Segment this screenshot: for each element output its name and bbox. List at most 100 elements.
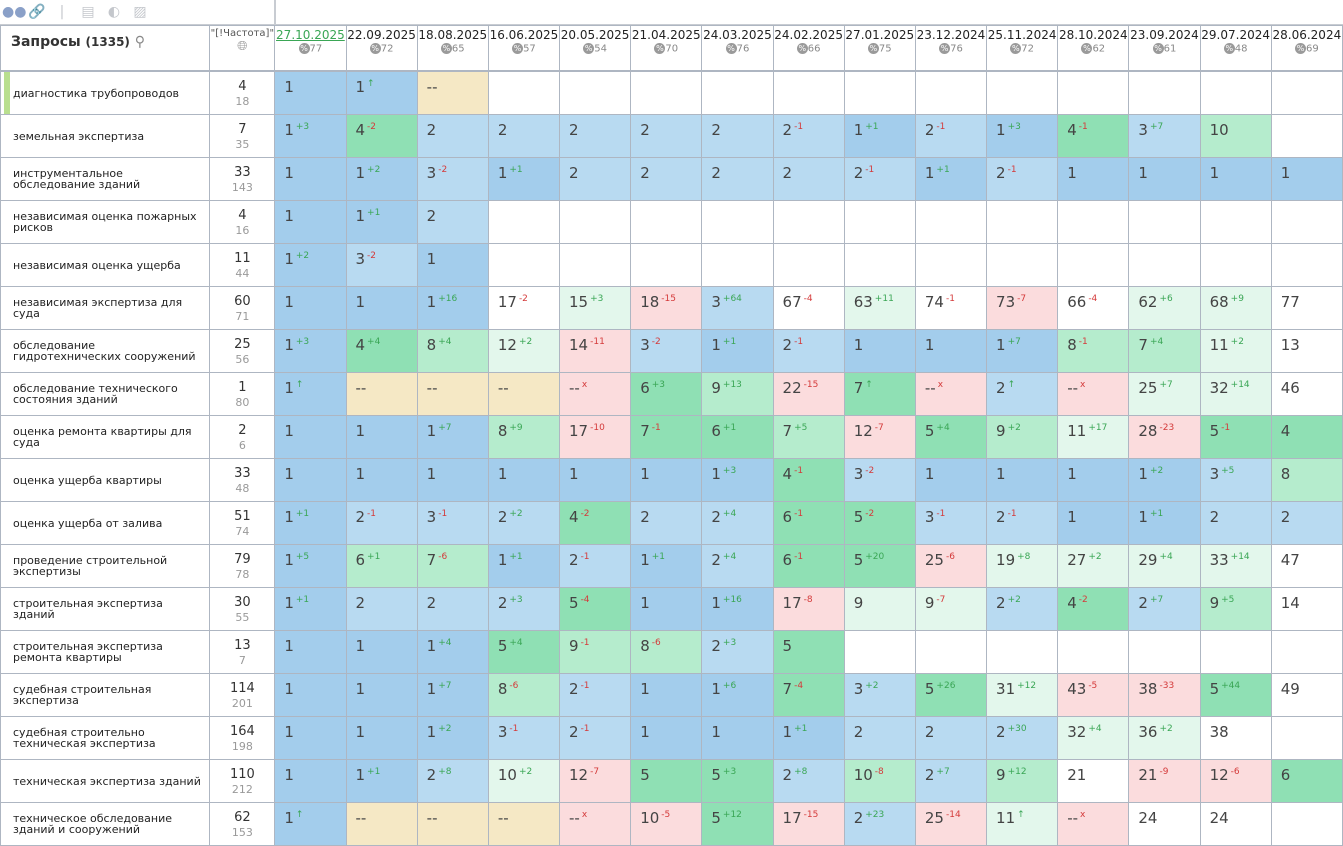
position-cell[interactable]: 5 -2 [843,501,916,545]
position-cell[interactable]: 1 [701,716,774,760]
position-cell[interactable]: 1 +1 [274,587,347,631]
contrast-icon[interactable]: ◐ [107,4,121,20]
position-cell[interactable] [986,200,1059,244]
position-cell[interactable]: 4 -1 [772,458,845,502]
position-cell[interactable]: 12 -7 [843,415,916,459]
position-cell[interactable]: 32 +14 [1199,372,1272,416]
position-cell[interactable]: 47 [1270,544,1343,588]
position-cell[interactable]: 46 [1270,372,1343,416]
position-cell[interactable]: 10 +2 [487,759,561,803]
position-cell[interactable]: 2 +2 [986,587,1059,631]
position-cell[interactable]: 1 +2 [1128,458,1201,502]
position-cell[interactable]: 2 [772,157,845,201]
position-cell[interactable]: 5 -1 [1199,415,1272,459]
position-cell[interactable] [772,70,845,115]
date-column-header[interactable]: 24.02.2025% 66 [772,25,845,72]
position-cell[interactable]: 73 -7 [986,286,1059,330]
position-cell[interactable]: 17 -10 [559,415,632,459]
position-cell[interactable] [487,70,561,115]
position-cell[interactable]: 2 [345,587,418,631]
query-name[interactable]: строительная экспертиза ремонта квартиры [0,630,211,674]
position-cell[interactable]: 1 [559,458,632,502]
position-cell[interactable]: 2 -1 [914,114,988,158]
position-cell[interactable]: 2 -1 [772,114,845,158]
query-name[interactable]: техническая экспертиза зданий [0,759,211,803]
position-cell[interactable]: 1 ↑ [345,70,418,115]
position-cell[interactable]: 1 [274,415,347,459]
position-cell[interactable] [559,243,632,287]
position-cell[interactable]: 7 -1 [630,415,703,459]
query-name[interactable]: судебная строительно техническая эксперт… [0,716,211,760]
position-cell[interactable]: 9 +5 [1199,587,1272,631]
position-cell[interactable]: 13 [1270,329,1343,373]
position-cell[interactable]: 2 [843,716,916,760]
position-cell[interactable]: 1 [1057,157,1130,201]
position-cell[interactable]: 1 +1 [701,329,774,373]
position-cell[interactable]: 1 [487,458,561,502]
position-cell[interactable]: 1 +2 [345,157,418,201]
position-cell[interactable]: 1 +1 [1128,501,1201,545]
position-cell[interactable]: 66 -4 [1057,286,1130,330]
position-cell[interactable]: 12 -7 [559,759,632,803]
position-cell[interactable]: -- x [559,802,632,846]
position-cell[interactable]: 6 -1 [772,544,845,588]
position-cell[interactable]: 49 [1270,673,1343,717]
position-cell[interactable]: 1 [1128,157,1201,201]
position-cell[interactable]: 2 [487,114,561,158]
position-cell[interactable]: 2 ↑ [986,372,1059,416]
position-cell[interactable]: 9 +12 [986,759,1059,803]
position-cell[interactable] [1270,802,1343,846]
position-cell[interactable]: 6 [1270,759,1343,803]
position-cell[interactable]: 1 +16 [416,286,489,330]
position-cell[interactable]: 62 +6 [1128,286,1201,330]
position-cell[interactable]: 1 ↑ [274,802,347,846]
position-cell[interactable]: 1 ↑ [274,372,347,416]
position-cell[interactable] [986,70,1059,115]
position-cell[interactable]: 4 -2 [345,114,418,158]
position-cell[interactable]: 2 [559,114,632,158]
position-cell[interactable]: 4 -2 [1057,587,1130,631]
position-cell[interactable]: 12 +2 [487,329,561,373]
position-cell[interactable] [1128,200,1201,244]
position-cell[interactable]: 1 [274,286,347,330]
position-cell[interactable]: 18 -15 [630,286,703,330]
position-cell[interactable]: 3 -1 [487,716,561,760]
position-cell[interactable]: 1 +16 [701,587,774,631]
position-cell[interactable]: 3 -1 [914,501,988,545]
position-cell[interactable]: 11 +2 [1199,329,1272,373]
position-cell[interactable] [986,630,1059,674]
position-cell[interactable]: 10 -5 [630,802,703,846]
query-name[interactable]: оценка ремонта квартиры для суда [0,415,211,459]
query-name[interactable]: инструментальное обследование зданий [0,157,211,201]
position-cell[interactable] [1270,630,1343,674]
position-cell[interactable] [914,243,988,287]
position-cell[interactable]: 5 +12 [701,802,774,846]
position-cell[interactable]: 31 +12 [986,673,1059,717]
position-cell[interactable]: 1 [274,70,347,115]
position-cell[interactable]: 2 [416,587,489,631]
position-cell[interactable]: 4 -1 [1057,114,1130,158]
position-cell[interactable]: 1 +1 [345,759,418,803]
position-cell[interactable]: 1 [345,415,418,459]
position-cell[interactable]: 6 +1 [701,415,774,459]
position-cell[interactable]: 2 +4 [701,501,774,545]
position-cell[interactable]: 1 [1199,157,1272,201]
position-cell[interactable]: 17 -15 [772,802,845,846]
position-cell[interactable]: 21 [1057,759,1130,803]
position-cell[interactable]: 25 +7 [1128,372,1201,416]
date-column-header[interactable]: 28.10.2024% 62 [1057,25,1130,72]
position-cell[interactable]: 1 [274,673,347,717]
position-cell[interactable]: -- x [559,372,632,416]
position-cell[interactable]: 1 [1057,501,1130,545]
position-cell[interactable]: -- x [914,372,988,416]
position-cell[interactable]: 2 [559,157,632,201]
position-cell[interactable]: 2 -1 [345,501,418,545]
position-cell[interactable]: 9 +13 [701,372,774,416]
position-cell[interactable]: 17 -2 [487,286,561,330]
position-cell[interactable]: 4 -2 [559,501,632,545]
position-cell[interactable]: 10 -8 [843,759,916,803]
position-cell[interactable]: 2 +8 [772,759,845,803]
position-cell[interactable]: 6 +1 [345,544,418,588]
position-cell[interactable]: 21 -9 [1128,759,1201,803]
position-cell[interactable]: 38 [1199,716,1272,760]
